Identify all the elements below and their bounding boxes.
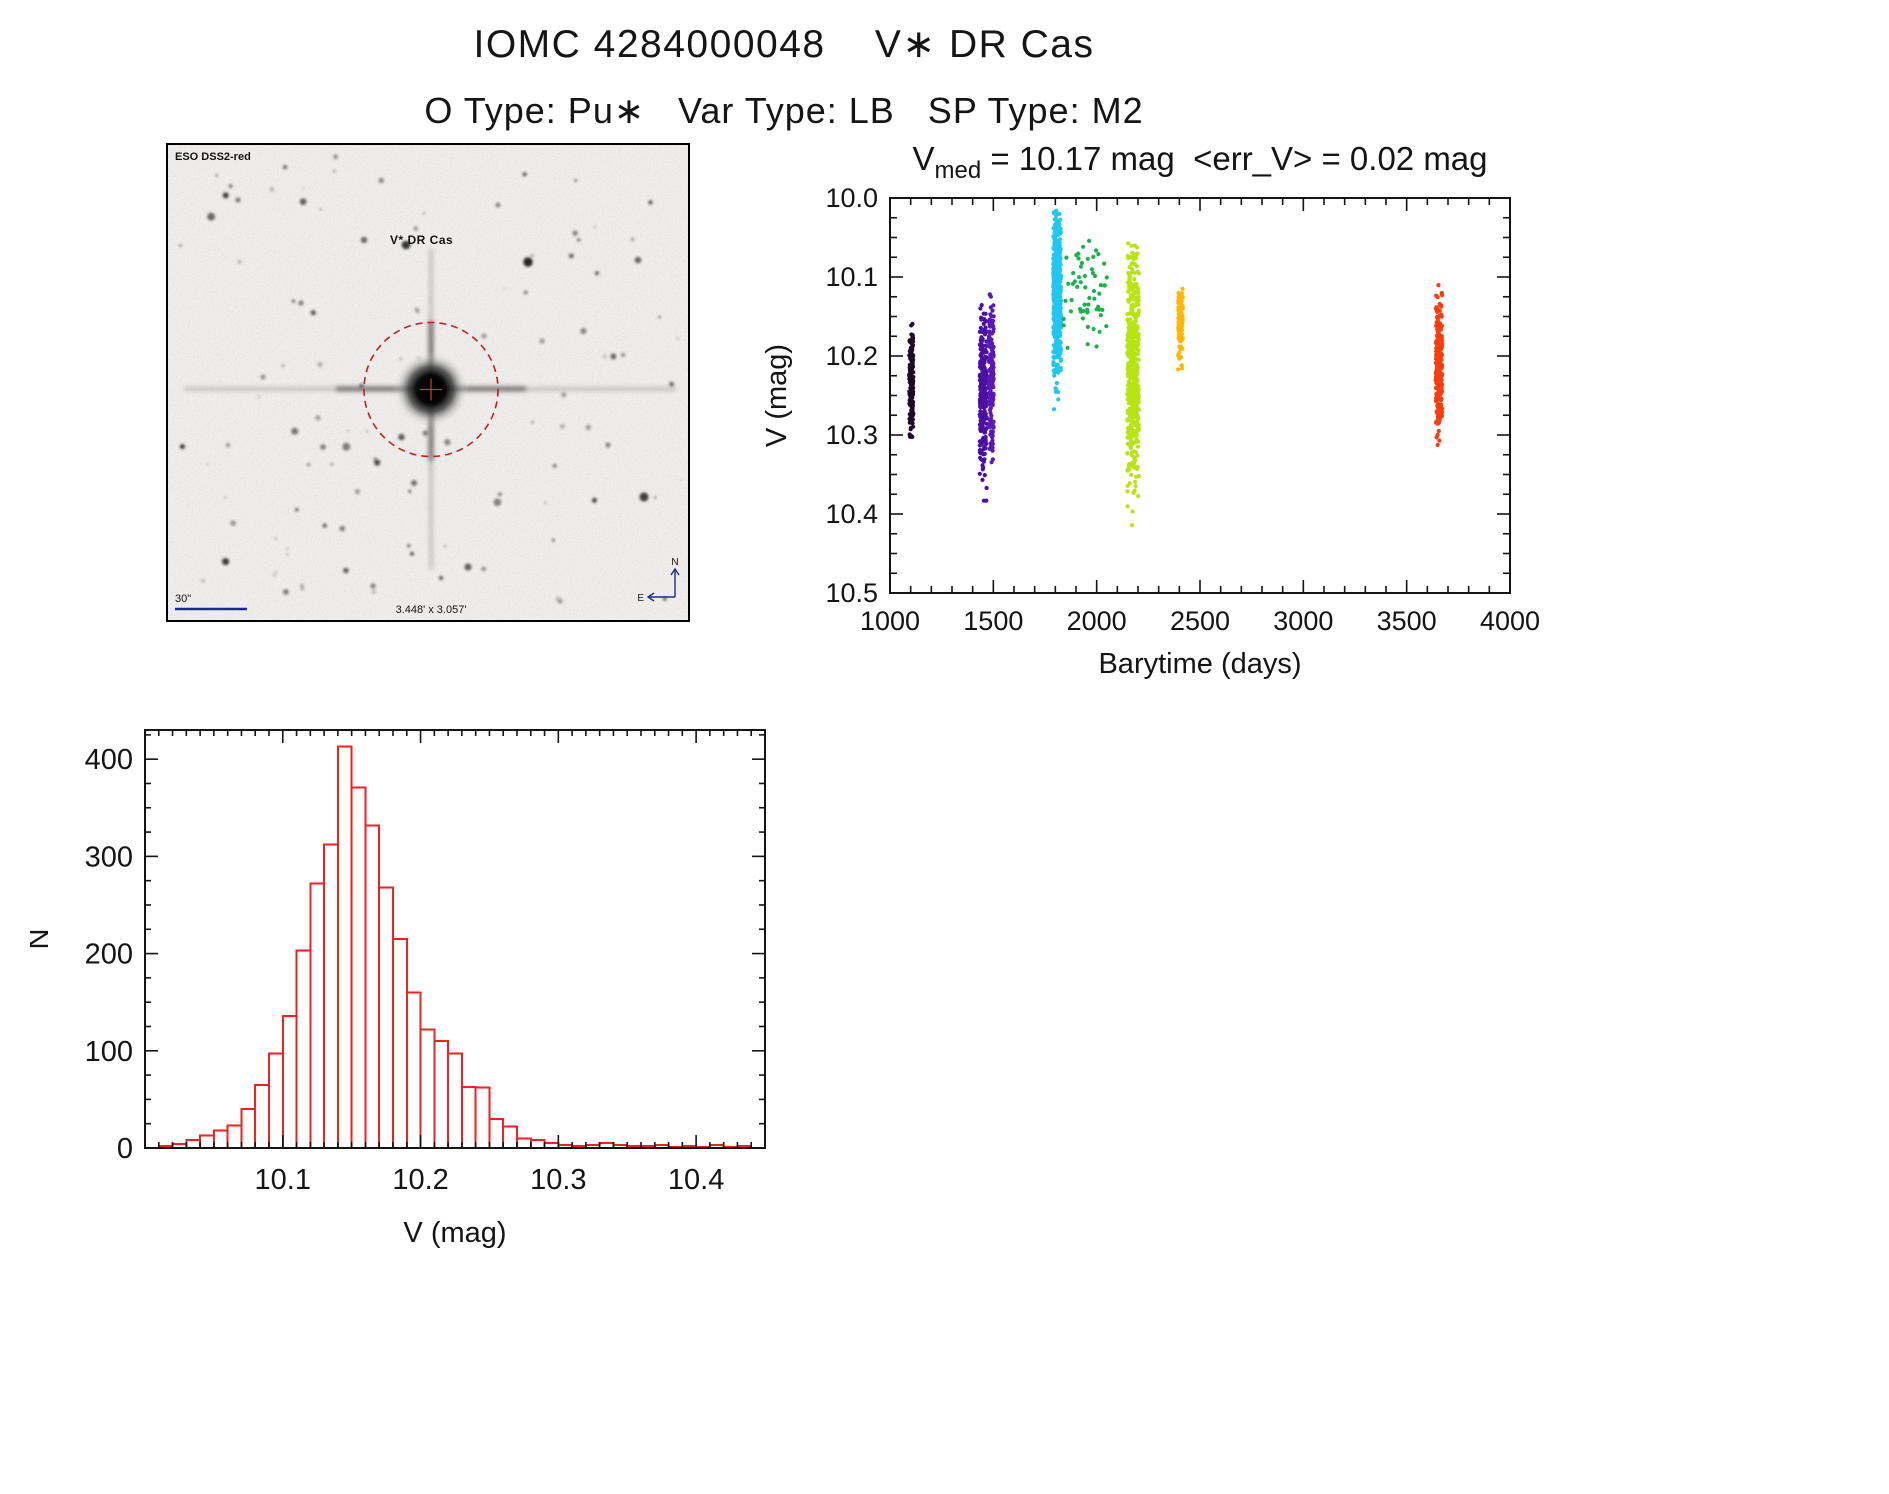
svg-text:10.5: 10.5 bbox=[825, 578, 878, 608]
svg-text:10.2: 10.2 bbox=[825, 341, 878, 371]
scatter-xlabel: Barytime (days) bbox=[1098, 648, 1301, 680]
scatter-frame bbox=[889, 197, 1511, 594]
svg-text:10.1: 10.1 bbox=[255, 1164, 311, 1196]
svg-text:400: 400 bbox=[85, 744, 133, 776]
survey-label: ESO DSS2-red bbox=[175, 151, 251, 163]
target-crosshair bbox=[420, 378, 442, 401]
svg-text:100: 100 bbox=[85, 1036, 133, 1068]
svg-text:200: 200 bbox=[85, 939, 133, 971]
svg-text:10.3: 10.3 bbox=[825, 420, 878, 450]
svg-text:2000: 2000 bbox=[1067, 606, 1127, 636]
svg-text:2500: 2500 bbox=[1170, 606, 1230, 636]
fov-label: 3.448' x 3.057' bbox=[396, 604, 467, 616]
finding-chart-image: V* DR Cas ESO DSS2-red 30" 3.448' x 3.057' N… bbox=[166, 143, 690, 622]
histogram-ylabel: N bbox=[30, 929, 55, 950]
star-field bbox=[178, 154, 683, 604]
svg-text:1500: 1500 bbox=[963, 606, 1023, 636]
page-subtitle: O Type: Pu∗ Var Type: LB SP Type: M2 bbox=[424, 90, 1144, 131]
svg-text:300: 300 bbox=[85, 841, 133, 873]
scatter-ylabel: V (mag) bbox=[761, 344, 793, 447]
finding-chart-svg: V* DR Cas ESO DSS2-red 30" 3.448' x 3.057' N… bbox=[168, 145, 688, 620]
compass-icon bbox=[646, 567, 680, 602]
compass-east-label: E bbox=[637, 593, 644, 604]
svg-text:10.3: 10.3 bbox=[530, 1164, 586, 1196]
scatter-title: Vmed = 10.17 mag <err_V> = 0.02 mag bbox=[912, 140, 1487, 184]
svg-text:10.1: 10.1 bbox=[825, 262, 878, 292]
target-label: V* DR Cas bbox=[390, 233, 453, 247]
compass-north-label: N bbox=[671, 557, 678, 568]
svg-text:4000: 4000 bbox=[1480, 606, 1540, 636]
svg-text:10.2: 10.2 bbox=[392, 1164, 448, 1196]
histogram-bars bbox=[157, 745, 753, 1150]
svg-text:3500: 3500 bbox=[1377, 606, 1437, 636]
svg-text:10.0: 10.0 bbox=[825, 183, 878, 213]
svg-text:3000: 3000 bbox=[1273, 606, 1333, 636]
scale-label: 30" bbox=[175, 593, 191, 605]
magnitude-histogram: 10.1 10.2 10.3 10.4 0 100 200 300 400 V (mag) N bbox=[30, 729, 766, 1249]
page-title: IOMC 4284000048 V∗ DR Cas bbox=[473, 23, 1095, 66]
svg-text:10.4: 10.4 bbox=[825, 499, 878, 529]
svg-text:0: 0 bbox=[117, 1133, 133, 1165]
svg-text:1000: 1000 bbox=[860, 606, 920, 636]
scatter-points bbox=[907, 208, 1445, 528]
histogram-xlabel: V (mag) bbox=[403, 1217, 506, 1249]
svg-text:10.4: 10.4 bbox=[668, 1164, 724, 1196]
histogram-frame bbox=[144, 729, 766, 1149]
target-marker-circle bbox=[363, 321, 499, 458]
